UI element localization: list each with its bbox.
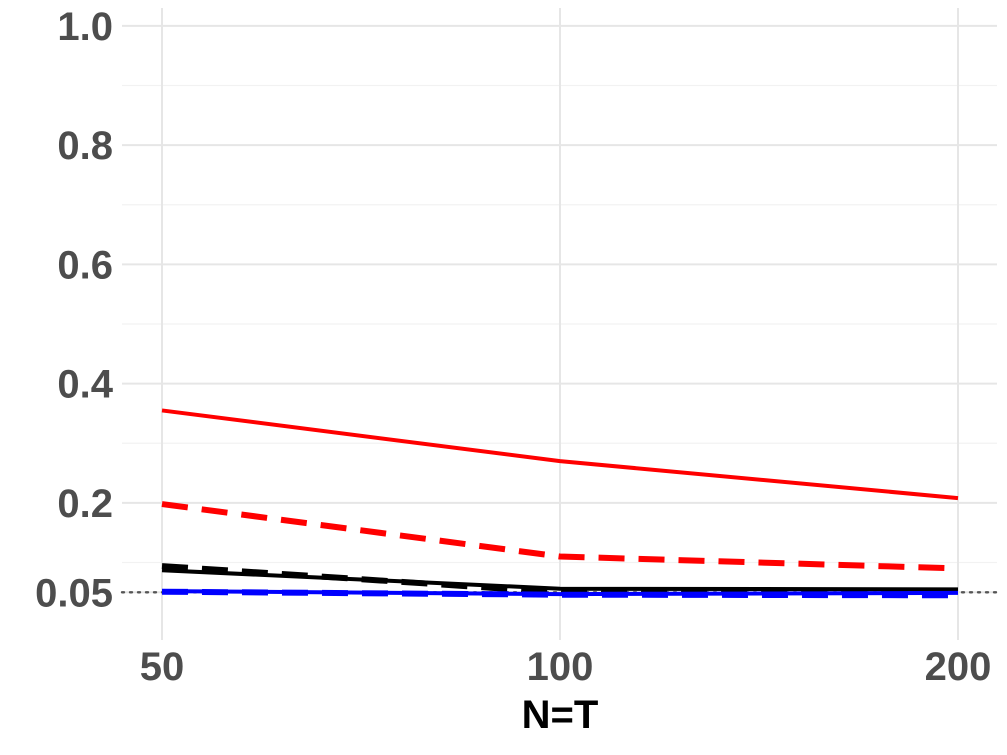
x-axis-title: N=T	[522, 693, 599, 737]
grid	[122, 8, 997, 640]
series-line-6	[161, 588, 959, 599]
x-tick-label: 200	[925, 645, 992, 689]
series-line-1	[161, 408, 959, 501]
series-line-4	[161, 563, 959, 596]
series-layer	[161, 408, 959, 599]
x-axis-ticks: 50 100 200	[140, 645, 992, 689]
y-tick-label: 0.8	[57, 124, 113, 168]
y-tick-label: 0.4	[57, 363, 113, 407]
y-axis-ticks: 0.05 0.2 0.4 0.6 0.8 1.0	[35, 5, 114, 615]
x-tick-label: 100	[527, 645, 594, 689]
series-line-2	[161, 501, 959, 572]
y-tick-label: 0.6	[57, 243, 113, 287]
y-tick-label: 1.0	[57, 5, 113, 49]
y-tick-label: 0.05	[35, 571, 113, 615]
y-tick-label: 0.2	[57, 482, 113, 526]
x-tick-label: 50	[140, 645, 185, 689]
